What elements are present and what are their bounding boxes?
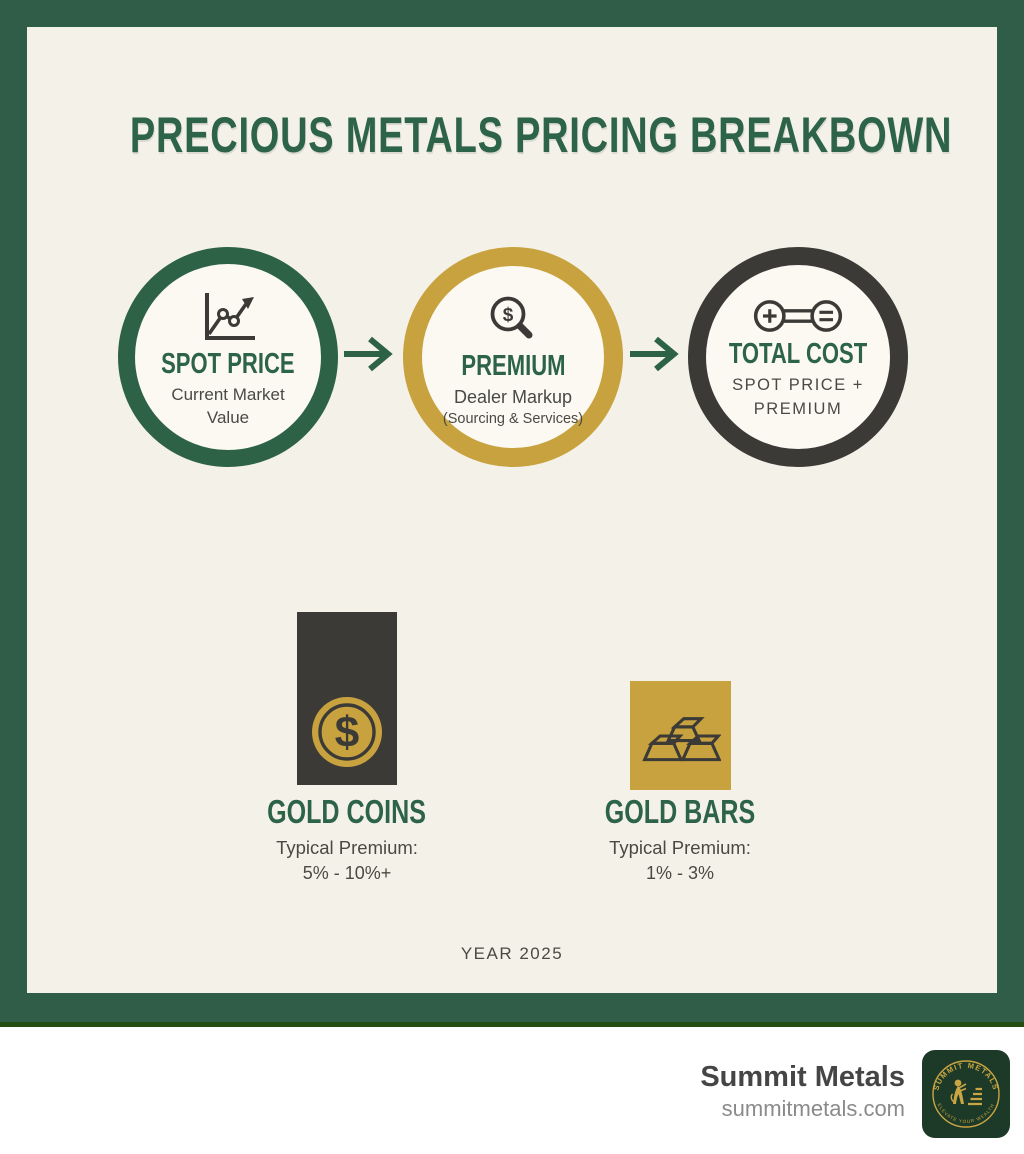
website-url: summitmetals.com — [721, 1095, 905, 1121]
step-subtext: SPOT PRICE + PREMIUM — [732, 376, 864, 419]
chart-up-icon — [197, 289, 259, 345]
brand-name: Summit Metals — [700, 1061, 905, 1093]
step-heading: TOTAL COST — [728, 338, 868, 370]
page-title: PRECIOUS METALS PRICING BREAKBOWN — [129, 107, 953, 163]
premium-label: Typical Premium: — [276, 836, 418, 858]
step-total-cost: TOTAL COST SPOT PRICE + PREMIUM — [688, 247, 908, 467]
plus-equals-icon — [752, 297, 844, 335]
arrow-right-icon — [630, 334, 680, 374]
svg-text:$: $ — [503, 305, 514, 326]
product-name: GOLD BARS — [604, 793, 756, 830]
product-name: GOLD COINS — [267, 793, 427, 830]
svg-text:ELEVATE YOUR WEALTH: ELEVATE YOUR WEALTH — [937, 1103, 996, 1124]
step-subtext: Dealer Markup (Sourcing & Services) — [442, 387, 584, 427]
gold-bars-caption: GOLD BARS Typical Premium: 1% - 3% — [540, 793, 820, 884]
gold-coins-graphic: $ — [297, 612, 397, 785]
svg-text:$: $ — [335, 708, 359, 757]
step-premium: $ PREMIUM Dealer Markup (Sourcing & Serv… — [403, 247, 623, 467]
dollar-coin-icon: $ — [311, 696, 383, 768]
gold-bars-graphic — [630, 681, 731, 790]
step-subtext: Current Market Value — [171, 385, 285, 427]
year-label: YEAR 2025 — [460, 944, 564, 963]
premium-value: 1% - 3% — [645, 862, 715, 883]
premium-value: 5% - 10%+ — [302, 862, 392, 883]
footer-text: Summit Metals summitmetals.com — [520, 1061, 905, 1122]
step-heading: SPOT PRICE — [161, 348, 295, 380]
magnifier-dollar-icon: $ — [486, 293, 540, 347]
premium-label: Typical Premium: — [609, 836, 751, 858]
svg-text:SUMMIT METALS: SUMMIT METALS — [932, 1061, 1001, 1092]
gold-bars-icon — [641, 707, 721, 765]
card-background — [27, 27, 997, 993]
step-spot-price: SPOT PRICE Current Market Value — [118, 247, 338, 467]
lion-emblem — [950, 1079, 982, 1106]
arrow-right-icon — [344, 334, 394, 374]
gold-coins-caption: GOLD COINS Typical Premium: 5% - 10%+ — [207, 793, 487, 884]
summit-metals-logo: SUMMIT METALS ELEVATE YOUR WEALTH — [922, 1050, 1010, 1138]
step-heading: PREMIUM — [460, 350, 566, 382]
